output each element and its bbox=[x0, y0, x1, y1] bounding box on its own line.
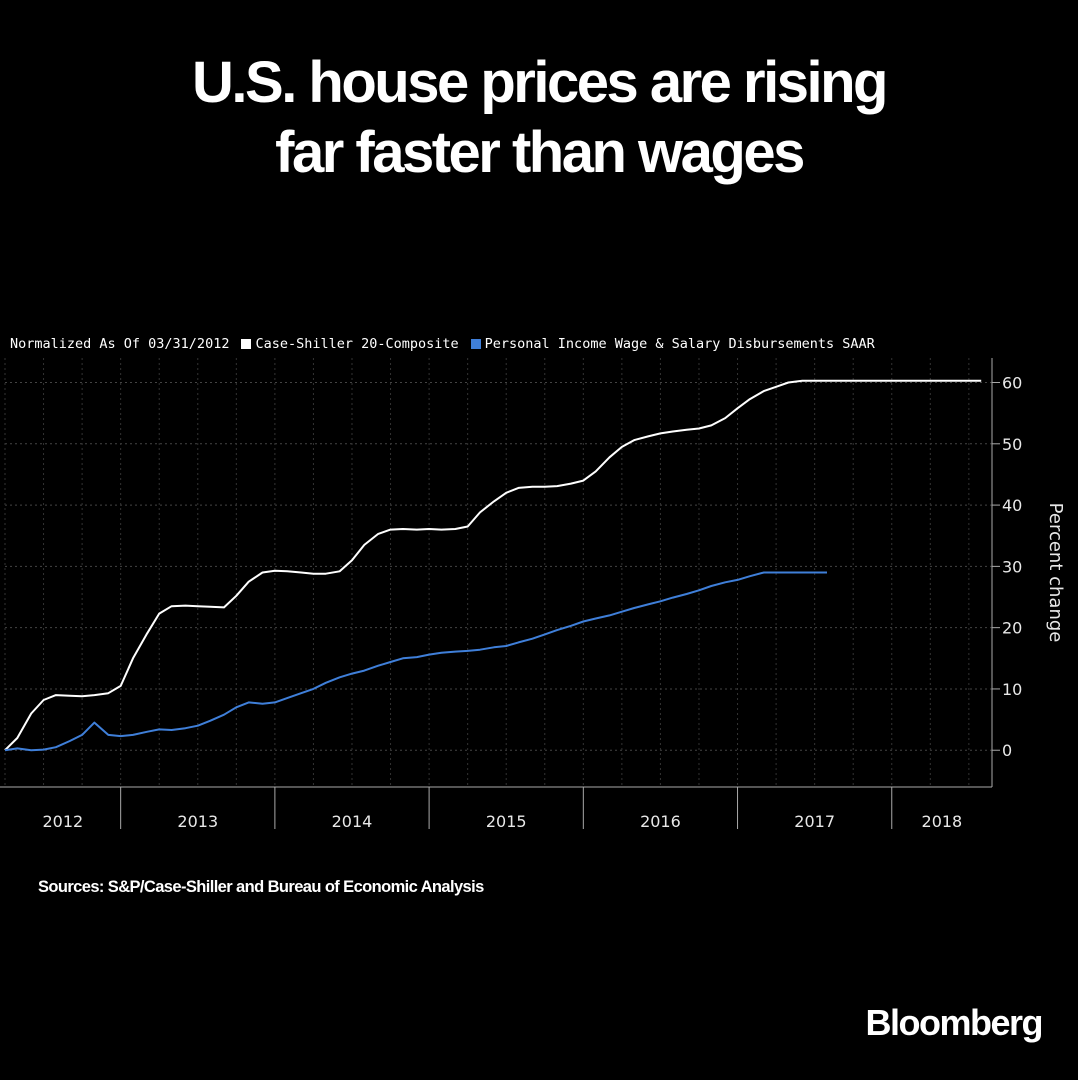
y-tick-label: 30 bbox=[1002, 557, 1022, 576]
bloomberg-logo: Bloomberg bbox=[865, 1002, 1043, 1043]
title-line-1: U.S. house prices are rising bbox=[192, 50, 888, 115]
y-tick-label: 20 bbox=[1002, 619, 1022, 638]
legend-label-case-shiller: Case-Shiller 20-Composite bbox=[255, 336, 459, 352]
y-tick-label: 50 bbox=[1002, 435, 1022, 454]
chart-title: U.S. house prices are rising far faster … bbox=[0, 48, 1078, 188]
x-tick-label: 2012 bbox=[42, 812, 83, 831]
legend-note: Normalized As Of 03/31/2012 bbox=[10, 336, 230, 352]
legend: Normalized As Of 03/31/2012 Case-Shiller… bbox=[10, 336, 875, 352]
legend-swatch-case-shiller bbox=[241, 339, 252, 349]
title-line-2: far faster than wages bbox=[275, 120, 805, 185]
x-tick-label: 2018 bbox=[922, 812, 963, 831]
y-tick-label: 60 bbox=[1002, 374, 1022, 393]
y-axis-title: Percent change bbox=[1045, 503, 1066, 643]
source-note: Sources: S&P/Case-Shiller and Bureau of … bbox=[38, 878, 484, 896]
legend-label-wages: Personal Income Wage & Salary Disburseme… bbox=[484, 336, 875, 352]
x-tick-label: 2013 bbox=[177, 812, 218, 831]
series-line-case-shiller bbox=[4, 379, 982, 751]
series-line-wages bbox=[4, 571, 827, 752]
y-tick-label: 10 bbox=[1002, 680, 1022, 699]
y-tick-label: 0 bbox=[1002, 741, 1012, 760]
legend-swatch-wages bbox=[470, 339, 481, 349]
x-tick-label: 2015 bbox=[486, 812, 527, 831]
x-tick-label: 2017 bbox=[794, 812, 835, 831]
x-tick-label: 2016 bbox=[640, 812, 681, 831]
x-tick-label: 2014 bbox=[332, 812, 373, 831]
y-tick-label: 40 bbox=[1002, 496, 1022, 515]
